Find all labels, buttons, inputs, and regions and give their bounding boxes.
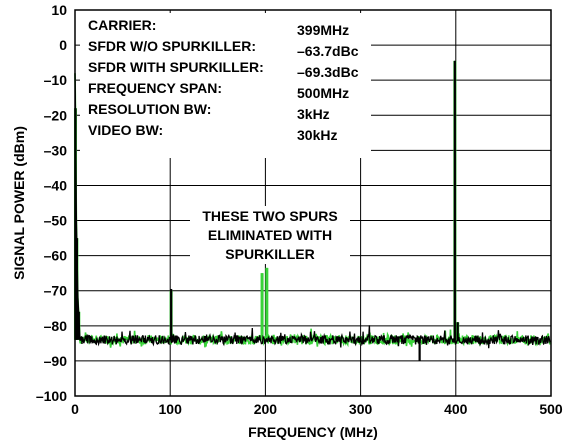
x-tick-label: 400 — [444, 401, 468, 417]
y-tick-label: –100 — [36, 388, 67, 404]
info-box-background — [80, 13, 285, 158]
y-tick-label: –90 — [44, 353, 68, 369]
y-tick-label: –20 — [44, 107, 68, 123]
x-tick-label: 0 — [71, 401, 79, 417]
info-value: 30kHz — [297, 127, 337, 143]
info-label: CARRIER: — [88, 17, 156, 33]
info-box: CARRIER: 399MHz SFDR W/O SPURKILLER: –63.7d… — [80, 13, 371, 158]
info-label: VIDEO BW: — [88, 122, 163, 138]
spur-annotation: THESE TWO SPURS ELIMINATED WITH SPURKILL… — [190, 206, 350, 264]
y-tick-label: –60 — [44, 248, 68, 264]
x-tick-label: 300 — [349, 401, 373, 417]
y-tick-label: –10 — [44, 72, 68, 88]
y-tick-label: –40 — [44, 177, 68, 193]
info-label: FREQUENCY SPAN: — [88, 80, 222, 96]
info-value: 3kHz — [297, 106, 330, 122]
y-tick-label: –80 — [44, 318, 68, 334]
x-tick-label: 200 — [254, 401, 278, 417]
annotation-background — [190, 206, 350, 264]
x-tick-label: 500 — [539, 401, 563, 417]
y-tick-label: –30 — [44, 142, 68, 158]
x-tick-labels: 0 100 200 300 400 500 — [71, 401, 563, 417]
y-tick-label: 0 — [59, 37, 67, 53]
series-trace-2 — [74, 60, 551, 361]
info-value: –69.3dBc — [297, 64, 359, 80]
y-tick-label: –70 — [44, 283, 68, 299]
info-values-background — [285, 13, 371, 158]
annotation-line-1: THESE TWO SPURS — [202, 208, 337, 224]
y-tick-label: 10 — [51, 2, 67, 18]
x-tick-label: 100 — [159, 401, 183, 417]
annotation-line-2: ELIMINATED WITH — [208, 227, 332, 243]
info-label: SFDR W/O SPURKILLER: — [88, 38, 256, 54]
annotation-line-3: SPURKILLER — [225, 246, 314, 262]
y-axis-label: SIGNAL POWER (dBm) — [11, 126, 27, 280]
info-label: RESOLUTION BW: — [88, 101, 211, 117]
plot-frame — [74, 9, 552, 397]
info-value: –63.7dBc — [297, 43, 359, 59]
x-axis-label: FREQUENCY (MHz) — [248, 424, 378, 440]
info-value: 399MHz — [297, 22, 349, 38]
y-tick-labels: 10 0 –10 –20 –30 –40 –50 –60 –70 –80 –90 –100 — [36, 2, 67, 404]
info-label: SFDR WITH SPURKILLER: — [88, 59, 264, 75]
y-tick-label: –50 — [44, 213, 68, 229]
info-value: 500MHz — [297, 85, 349, 101]
